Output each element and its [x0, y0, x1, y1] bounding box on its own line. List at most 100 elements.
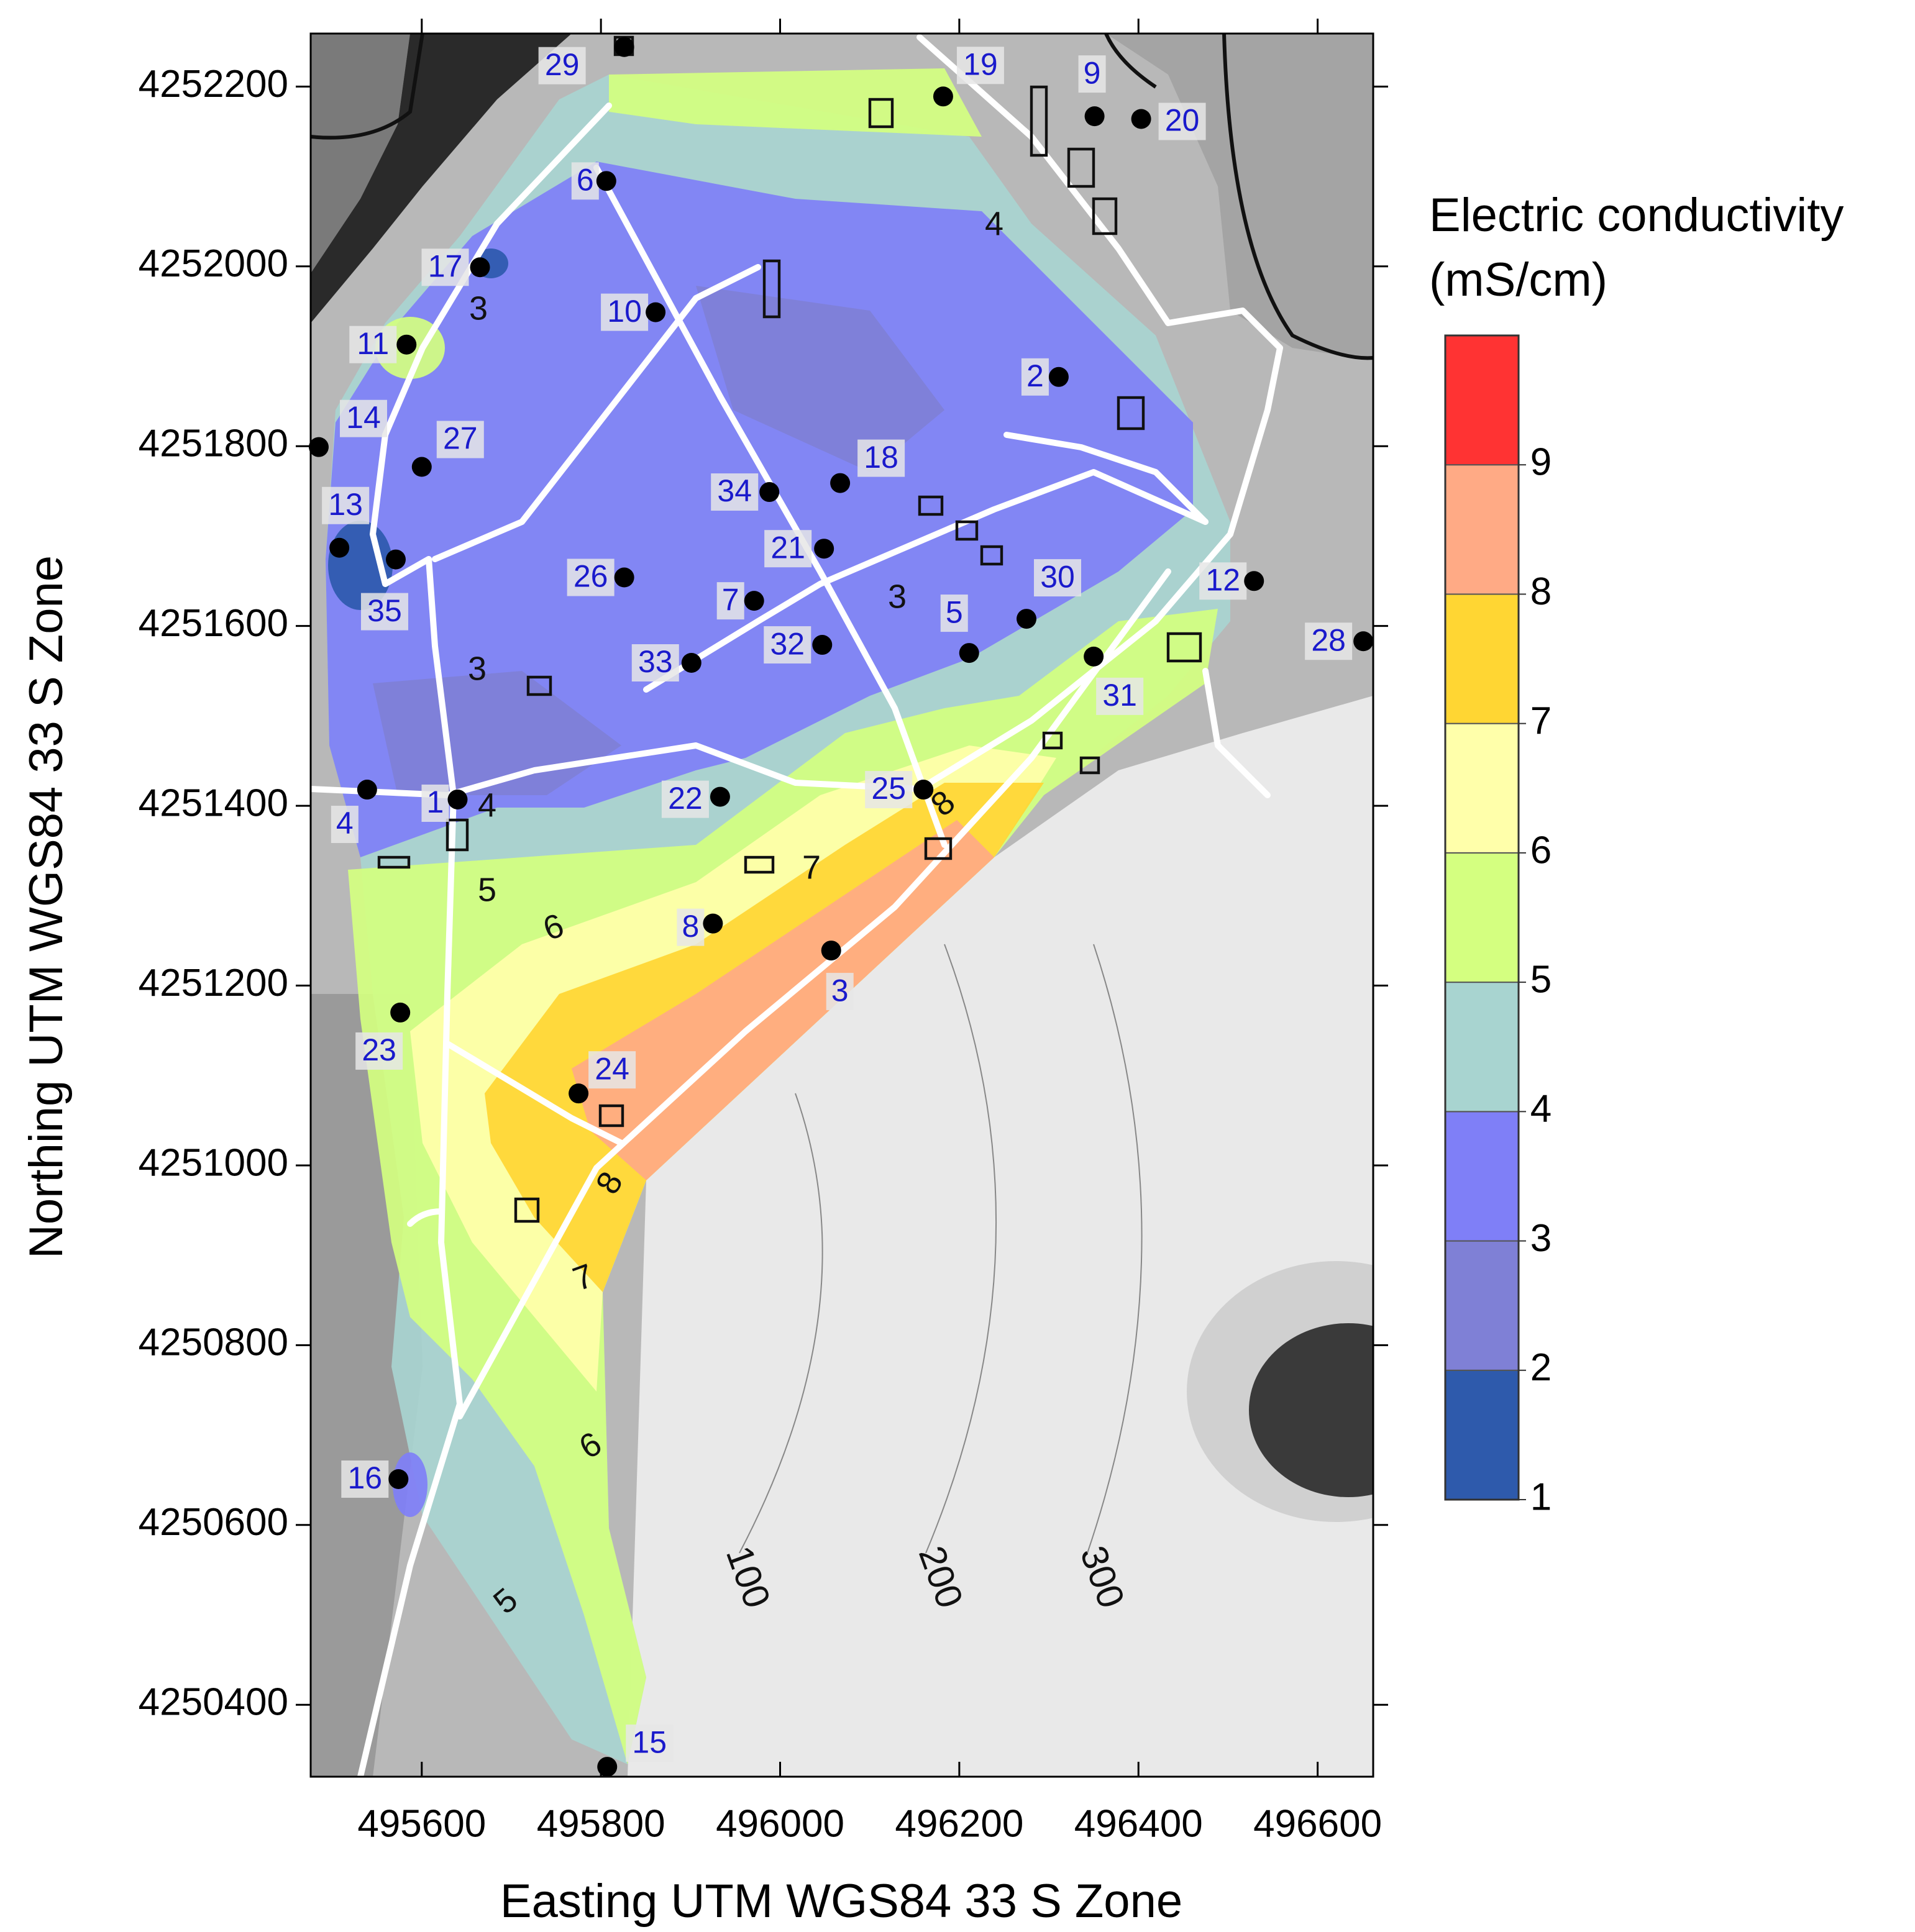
y-tick-label: 4250800: [139, 1321, 288, 1364]
point-label-bg: [339, 399, 387, 437]
point-label-bg: [764, 530, 812, 568]
sample-point: [646, 302, 666, 322]
road: [916, 34, 1283, 351]
y-tick-label: 4252200: [139, 63, 288, 106]
point-label: 1: [427, 785, 444, 819]
sample-point: [1084, 106, 1105, 127]
road: [643, 469, 1209, 693]
y-tick-label: 4251800: [139, 422, 288, 465]
colorbar-swatch: [1445, 1240, 1519, 1371]
building: [918, 495, 944, 516]
point-label: 10: [607, 294, 642, 329]
point-label-bg: [601, 293, 649, 331]
building: [598, 1104, 624, 1128]
point-label-bg: [322, 486, 370, 524]
road: [1003, 432, 1209, 525]
sample-point: [814, 539, 834, 559]
building: [924, 837, 953, 860]
point-label: 16: [347, 1460, 382, 1495]
point-label: 2: [1026, 358, 1044, 393]
sample-point: [569, 1083, 589, 1104]
crater: [1249, 1323, 1373, 1497]
colorbar-tick-label: 2: [1530, 1346, 1552, 1389]
coastline: [1222, 34, 1373, 360]
elevation-contour: [1087, 944, 1143, 1554]
point-label-bg: [1078, 55, 1106, 93]
point-label-bg: [826, 973, 854, 1011]
point-label-bg: [360, 593, 408, 631]
colorbar-title: (mS/cm): [1429, 253, 1607, 306]
sample-point: [913, 780, 934, 800]
y-tick-label: 4251200: [139, 962, 288, 1005]
frame: [309, 32, 1374, 1778]
y-tick-label: 4251000: [139, 1141, 288, 1184]
contour-band: [348, 609, 1218, 1764]
building: [1079, 756, 1100, 775]
contour-label: 4: [985, 205, 1003, 242]
elevation-contour: [925, 944, 997, 1554]
point-label-bg: [716, 582, 744, 620]
sample-point: [1084, 646, 1104, 667]
colorbar-tick-label: 5: [1530, 958, 1552, 1001]
point-label-bg: [940, 595, 968, 632]
colorbar-tick-label: 8: [1530, 570, 1552, 613]
sample-point: [329, 537, 350, 558]
point-label: 12: [1205, 563, 1240, 598]
point-label: 15: [632, 1725, 667, 1759]
road: [1202, 668, 1271, 798]
point-label: 27: [443, 421, 478, 456]
cliff-dark: [311, 34, 572, 323]
point-label-bg: [1305, 622, 1353, 660]
sample-point: [385, 549, 406, 570]
contour-label: 7: [802, 849, 821, 886]
point-label: 24: [595, 1051, 629, 1086]
colorbar-swatch: [1445, 464, 1519, 595]
point-label: 3: [831, 973, 849, 1008]
sample-point: [681, 652, 702, 673]
sample-point: [759, 482, 780, 503]
point-label: 32: [770, 626, 805, 661]
point-label: 17: [428, 248, 463, 283]
contour-label: 4: [478, 786, 496, 824]
point-label-bg: [1021, 358, 1049, 396]
x-tick-label: 496400: [1074, 1802, 1203, 1845]
point-label-bg: [857, 439, 905, 477]
building: [868, 98, 894, 129]
building: [446, 818, 469, 852]
point-label: 30: [1040, 559, 1075, 594]
building: [377, 855, 411, 869]
sample-point: [821, 941, 841, 961]
contour-label: 3: [469, 289, 488, 327]
colorbar-swatch: [1445, 335, 1519, 466]
building: [955, 520, 979, 541]
sample-point: [933, 86, 953, 107]
building: [526, 675, 552, 696]
sample-point: [1353, 631, 1374, 652]
building: [1166, 632, 1202, 663]
point-label: 13: [328, 487, 363, 522]
point-label: 18: [864, 440, 898, 475]
colorbar-frame: [1444, 334, 1520, 1501]
y-tick-label: 4252000: [139, 242, 288, 285]
point-label-bg: [341, 1460, 389, 1498]
building: [1117, 396, 1145, 431]
x-tick-label: 496200: [895, 1802, 1023, 1845]
sample-point: [703, 913, 723, 934]
point-label-bg: [626, 1725, 674, 1762]
point-label-bg: [764, 626, 811, 664]
elevation-contour: [739, 1093, 823, 1554]
point-label-bg: [331, 806, 359, 844]
sample-point: [396, 334, 417, 355]
sample-point: [1131, 109, 1151, 129]
point-label: 9: [1084, 55, 1101, 90]
point-label-bg: [631, 644, 679, 681]
y-tick-label: 4251400: [139, 781, 288, 824]
point-label: 8: [682, 909, 699, 944]
building: [514, 1197, 540, 1223]
y-tick-label: 4251600: [139, 602, 288, 645]
sample-point: [1017, 609, 1037, 629]
cliff-shade: [311, 34, 410, 273]
sample-point: [830, 473, 851, 493]
building: [1092, 197, 1118, 235]
